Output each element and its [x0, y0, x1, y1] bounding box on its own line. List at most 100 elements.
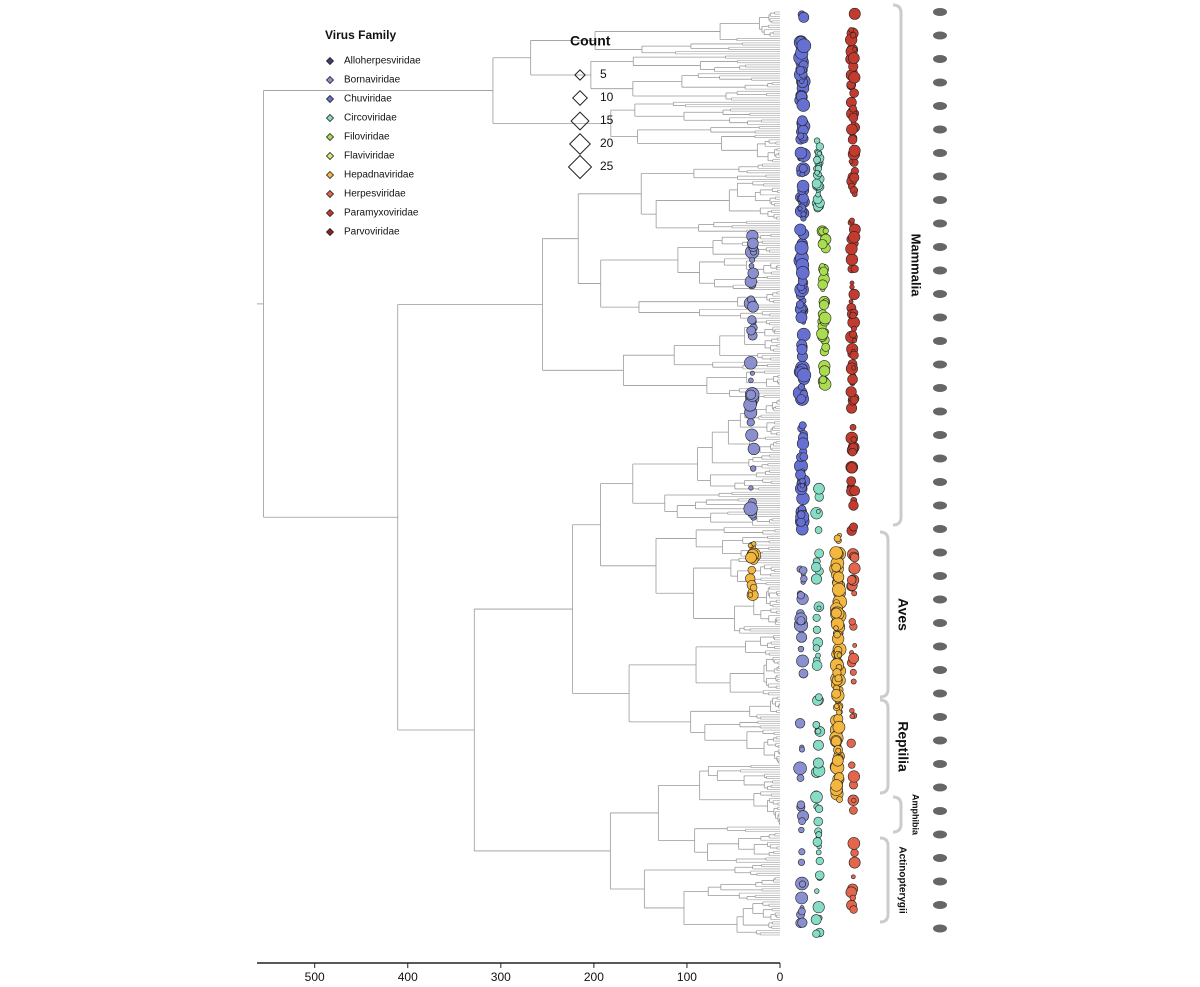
- integration-dot: [796, 266, 810, 280]
- legend-swatch: [325, 132, 335, 142]
- integration-dot: [816, 151, 822, 157]
- integration-dot: [848, 652, 860, 664]
- integration-dot: [817, 239, 828, 250]
- integration-dot: [795, 311, 808, 324]
- integration-dot: [811, 178, 822, 189]
- clade-bracket: [879, 698, 890, 795]
- integration-dot: [850, 874, 856, 880]
- integration-dot: [831, 754, 844, 767]
- integration-dot: [815, 804, 824, 813]
- integration-dot: [797, 917, 808, 928]
- integration-dot: [798, 193, 809, 204]
- taxon-icon: [933, 102, 947, 110]
- integration-dot: [848, 7, 861, 20]
- taxon-icon: [933, 219, 947, 228]
- integration-dot: [797, 645, 805, 653]
- clade-label: Aves: [895, 598, 911, 631]
- integration-dot: [795, 891, 809, 905]
- integration-dot: [747, 237, 759, 250]
- clade-bracket: [892, 3, 903, 527]
- x-tick-label: 0: [777, 970, 784, 984]
- integration-dot: [817, 279, 828, 290]
- integration-dot: [813, 739, 824, 751]
- integration-dot: [796, 343, 808, 355]
- integration-dot: [747, 592, 754, 598]
- integration-dot: [812, 757, 824, 769]
- integration-dot: [848, 230, 861, 244]
- integration-dot: [796, 800, 806, 809]
- integration-dot: [849, 284, 855, 290]
- clade-label: Amphibia: [911, 794, 921, 836]
- taxon-icon: [933, 266, 947, 275]
- integration-dot: [798, 668, 809, 679]
- integration-dot: [813, 816, 823, 827]
- taxon-icon: [933, 172, 947, 181]
- count-diamond: [570, 111, 590, 131]
- integration-dot: [798, 746, 805, 753]
- integration-dot: [743, 501, 758, 516]
- integration-dot: [851, 590, 858, 597]
- integration-dot: [811, 573, 822, 585]
- count-title: Count: [570, 33, 611, 49]
- integration-dot: [796, 98, 811, 112]
- integration-dot: [746, 418, 755, 427]
- integration-dot: [811, 561, 822, 573]
- integration-dot: [848, 856, 861, 869]
- integration-dot: [797, 206, 803, 212]
- integration-dot: [796, 517, 806, 527]
- taxon-icon: [933, 525, 947, 533]
- integration-dot: [852, 191, 858, 198]
- taxon-icon: [933, 78, 947, 87]
- count-diamond: [572, 90, 588, 106]
- integration-dot: [746, 325, 756, 336]
- integration-dot: [849, 311, 857, 320]
- integration-dot: [848, 562, 861, 575]
- integration-dot: [848, 761, 856, 769]
- integration-dot: [799, 452, 809, 462]
- integration-dot: [832, 582, 846, 597]
- integration-dot: [747, 301, 759, 313]
- integration-dot: [797, 383, 805, 391]
- legend-swatch: [325, 208, 335, 218]
- integration-dot: [799, 477, 806, 485]
- integration-dot: [845, 242, 858, 255]
- integration-dot: [796, 591, 805, 600]
- count-label: 25: [600, 159, 614, 173]
- integration-dot: [818, 375, 828, 384]
- integration-dot: [833, 534, 842, 543]
- integration-dot: [846, 462, 858, 474]
- integration-dot: [749, 583, 758, 592]
- integration-dot: [830, 607, 842, 619]
- taxon-icon: [933, 337, 947, 345]
- integration-dot: [848, 112, 859, 123]
- integration-dot: [815, 142, 824, 151]
- integration-dot: [851, 337, 857, 344]
- taxon-icon: [933, 501, 947, 510]
- integration-dot: [830, 779, 843, 792]
- integration-dot: [748, 377, 754, 384]
- taxon-icon: [933, 31, 947, 40]
- integration-dot: [850, 436, 857, 443]
- taxon-icon: [933, 595, 947, 604]
- integration-dot: [798, 11, 810, 23]
- integration-dot: [834, 703, 840, 709]
- integration-dot: [814, 548, 824, 559]
- integration-dot: [845, 253, 859, 266]
- legend-label: Flaviviridae: [344, 151, 395, 162]
- legend-label: Filoviridae: [344, 132, 390, 143]
- integration-dot: [816, 327, 829, 340]
- integration-dot: [798, 848, 806, 856]
- integration-dot: [798, 880, 807, 888]
- integration-dot: [816, 605, 822, 611]
- integration-dot: [848, 447, 857, 457]
- integration-dot: [850, 848, 859, 858]
- integration-dot: [848, 618, 856, 626]
- integration-columns: [743, 7, 861, 938]
- integration-dot: [814, 870, 825, 881]
- integration-dot: [846, 575, 857, 585]
- integration-dot: [832, 720, 846, 734]
- clade-bracket: [879, 530, 890, 699]
- taxon-icon: [933, 548, 947, 557]
- integration-dot: [851, 365, 857, 371]
